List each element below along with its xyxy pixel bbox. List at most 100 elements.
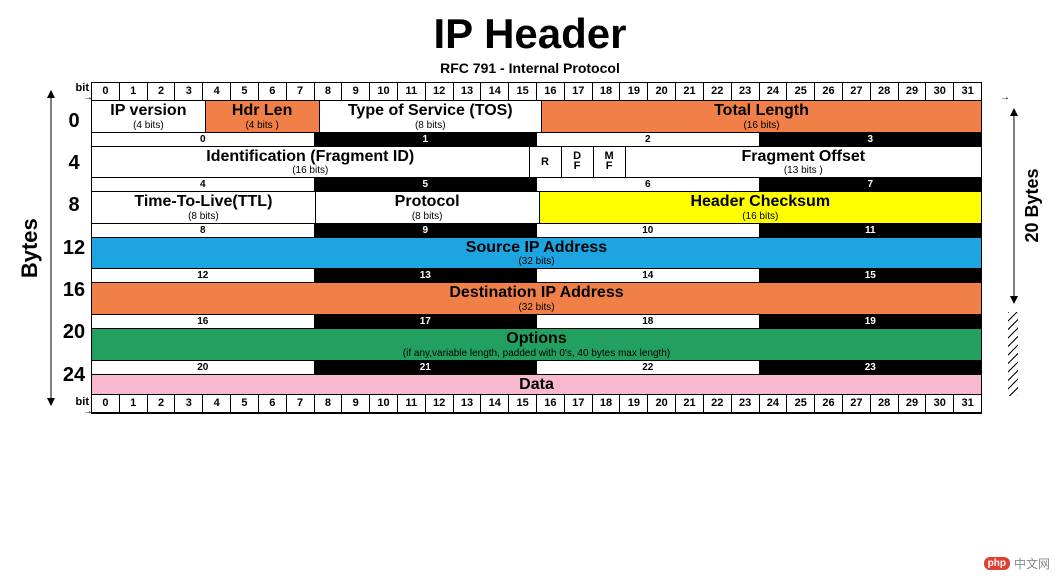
header-row: Options(if any,variable length, padded w… <box>92 329 981 375</box>
field-destination-ip-address: Destination IP Address(32 bits) <box>92 283 981 314</box>
page-subtitle: RFC 791 - Internal Protocol <box>15 60 1045 76</box>
byte-number: 14 <box>537 269 760 282</box>
byte-number: 15 <box>760 269 982 282</box>
field-name: R <box>541 156 549 168</box>
field-name: Data <box>519 376 554 394</box>
bit-number: 20 <box>648 83 676 100</box>
bit-number: 27 <box>843 83 871 100</box>
bit-number: 30 <box>926 395 954 412</box>
bit-number: 4 <box>203 395 231 412</box>
byte-number: 10 <box>537 224 760 237</box>
byte-number: 21 <box>315 361 538 374</box>
fields-row: Data <box>92 375 981 396</box>
field-type-of-service-tos-: Type of Service (TOS)(8 bits) <box>320 101 543 132</box>
byte-number: 17 <box>315 315 538 328</box>
bit-number: 3 <box>175 83 203 100</box>
bit-number: 10 <box>370 395 398 412</box>
byte-number: 23 <box>760 361 982 374</box>
byte-number: 11 <box>760 224 982 237</box>
byte-number: 7 <box>760 178 982 191</box>
header-row: Data <box>92 375 981 396</box>
bit-number: 5 <box>231 83 259 100</box>
bit-number: 2 <box>148 395 176 412</box>
field-hdr-len: Hdr Len(4 bits ) <box>206 101 320 132</box>
bit-number: 20 <box>648 395 676 412</box>
field-name: Protocol <box>395 193 460 211</box>
bit-number: 16 <box>537 395 565 412</box>
byte-number: 13 <box>315 269 538 282</box>
field-time-to-live-ttl-: Time-To-Live(TTL)(8 bits) <box>92 192 316 223</box>
bit-number: 30 <box>926 83 954 100</box>
byte-number: 3 <box>760 133 982 146</box>
byte-number: 16 <box>92 315 315 328</box>
field-name: Destination IP Address <box>449 284 623 302</box>
fields-row: Identification (Fragment ID)(16 bits)RD … <box>92 147 981 179</box>
field-m-f: M F <box>594 147 626 178</box>
byte-offset: 24 <box>57 354 91 396</box>
field-name: Type of Service (TOS) <box>348 102 513 120</box>
field-identification-fragment-id-: Identification (Fragment ID)(16 bits) <box>92 147 530 178</box>
bit-number: 18 <box>593 395 621 412</box>
bit-number: 24 <box>760 83 788 100</box>
fields-row: Time-To-Live(TTL)(8 bits)Protocol(8 bits… <box>92 192 981 224</box>
bit-number: 26 <box>815 395 843 412</box>
bit-number: 10 <box>370 83 398 100</box>
bit-number: 13 <box>454 83 482 100</box>
byte-number: 6 <box>537 178 760 191</box>
field-data: Data <box>92 375 981 395</box>
field-name: M F <box>604 152 613 172</box>
fields-row: Options(if any,variable length, padded w… <box>92 329 981 361</box>
field-name: Source IP Address <box>466 239 607 257</box>
bit-number: 15 <box>509 83 537 100</box>
byte-number: 5 <box>315 178 538 191</box>
byte-ruler: 891011 <box>92 224 981 238</box>
byte-ruler: 0123 <box>92 133 981 147</box>
bit-label-top: bit <box>57 82 91 100</box>
field-bits: (32 bits) <box>518 302 554 313</box>
byte-ruler: 16171819 <box>92 315 981 329</box>
byte-offset: 16 <box>57 269 91 311</box>
fields-row: Destination IP Address(32 bits) <box>92 283 981 315</box>
byte-number: 18 <box>537 315 760 328</box>
header-row: Source IP Address(32 bits)12131415 <box>92 238 981 284</box>
bit-number: 5 <box>231 395 259 412</box>
byte-number: 20 <box>92 361 315 374</box>
bit-ruler: 0123456789101112131415161718192021222324… <box>92 395 981 413</box>
bit-number: 3 <box>175 395 203 412</box>
bit-number: 18 <box>593 83 621 100</box>
field-protocol: Protocol(8 bits) <box>316 192 540 223</box>
byte-number: 12 <box>92 269 315 282</box>
field-header-checksum: Header Checksum(16 bits) <box>540 192 982 223</box>
field-bits: (if any,variable length, padded with 0's… <box>403 348 670 359</box>
field-name: Total Length <box>714 102 809 120</box>
field-name: Time-To-Live(TTL) <box>134 193 272 211</box>
header-row: Time-To-Live(TTL)(8 bits)Protocol(8 bits… <box>92 192 981 238</box>
field-bits: (16 bits) <box>743 120 779 131</box>
right-axis-label: 20 Bytes <box>1020 100 1045 312</box>
field-bits: (8 bits) <box>412 211 443 222</box>
bit-number: 12 <box>426 395 454 412</box>
field-options: Options(if any,variable length, padded w… <box>92 329 981 360</box>
bit-number: 31 <box>954 83 981 100</box>
field-bits: (16 bits) <box>292 165 328 176</box>
spacer-col <box>982 82 1008 414</box>
field-name: Hdr Len <box>232 102 292 120</box>
field-r: R <box>530 147 562 178</box>
byte-offset: 0 <box>57 100 91 142</box>
bit-number: 11 <box>398 395 426 412</box>
field-name: Identification (Fragment ID) <box>206 148 414 166</box>
watermark-text: 中文网 <box>1014 555 1050 572</box>
left-axis-label: Bytes <box>15 82 45 414</box>
byte-offset: 8 <box>57 185 91 227</box>
bit-number: 28 <box>871 395 899 412</box>
bit-number: 1 <box>120 83 148 100</box>
header-grid: 0123456789101112131415161718192021222324… <box>91 82 982 414</box>
bit-label-bottom: bit <box>57 396 91 414</box>
byte-number: 19 <box>760 315 982 328</box>
bit-number: 4 <box>203 83 231 100</box>
bit-number: 9 <box>342 83 370 100</box>
byte-number: 2 <box>537 133 760 146</box>
field-name: Options <box>506 330 566 348</box>
bit-number: 0 <box>92 395 120 412</box>
field-fragment-offset: Fragment Offset(13 bits ) <box>626 147 981 178</box>
